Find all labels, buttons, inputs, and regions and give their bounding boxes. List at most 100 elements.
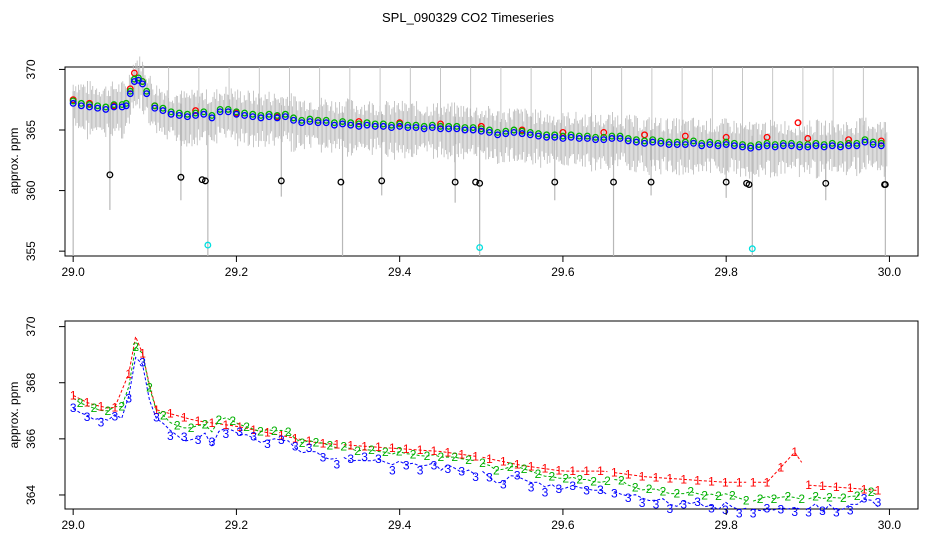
blue-point: [314, 119, 322, 127]
blue-point: [265, 113, 273, 121]
green-point: [216, 105, 224, 113]
blue-point: [747, 144, 755, 152]
blue-point: [143, 90, 151, 98]
red-point: [192, 107, 200, 115]
series-2-marker: 2: [660, 484, 667, 498]
series-3-marker: 3: [250, 430, 257, 444]
bottom-xtick-label: 29.6: [551, 518, 575, 532]
bottom-xtick-label: 29.4: [388, 518, 412, 532]
blue-point: [298, 119, 306, 127]
green-point: [812, 139, 820, 147]
green-point: [673, 138, 681, 146]
green-point: [534, 130, 542, 138]
green-point: [665, 138, 673, 146]
green-point: [208, 112, 216, 119]
red-point: [722, 133, 730, 141]
blue-point: [477, 127, 485, 135]
green-point: [122, 99, 130, 107]
series-2-marker: 2: [313, 435, 320, 449]
green-point: [853, 139, 861, 147]
blue-point: [812, 142, 820, 150]
series-3-marker: 3: [98, 415, 105, 429]
series-2-marker: 2: [840, 491, 847, 505]
series-3-marker: 3: [514, 468, 521, 482]
panel-top-frame: [64, 66, 919, 257]
series-3-marker: 3: [722, 503, 729, 517]
blue-point: [94, 104, 102, 112]
blue-point: [624, 137, 632, 145]
series-2-marker: 2: [521, 462, 528, 476]
series-3-line: [72, 356, 879, 514]
blue-point: [698, 142, 706, 150]
green-point: [477, 125, 485, 133]
blue-point: [281, 113, 289, 121]
blue-point: [510, 128, 518, 136]
green-point: [583, 132, 591, 140]
cyan-point: [748, 245, 756, 253]
green-point: [135, 74, 142, 82]
green-point: [224, 105, 232, 113]
blue-point: [771, 143, 779, 151]
series-1-marker: 1: [264, 426, 271, 440]
green-point: [641, 137, 649, 145]
series-3-marker: 3: [139, 356, 146, 370]
series-2-marker: 2: [479, 456, 486, 470]
top-ytick-label: 355: [24, 241, 38, 261]
green-point: [714, 139, 722, 147]
series-1-marker: 1: [694, 473, 701, 487]
blue-point: [363, 121, 371, 129]
black-point: [822, 179, 830, 187]
series-2-marker: 2: [590, 475, 597, 489]
green-point: [379, 120, 387, 128]
series-2-marker: 2: [410, 447, 417, 461]
green-point: [265, 110, 273, 118]
black-point: [745, 181, 753, 188]
blue-point: [861, 138, 869, 146]
series-1-marker: 1: [236, 420, 243, 434]
green-point: [779, 139, 787, 147]
blue-point: [739, 143, 746, 151]
blue-point: [110, 103, 118, 111]
blue-point: [804, 143, 812, 151]
series-1-marker: 1: [486, 452, 493, 466]
series-2-marker: 2: [354, 444, 361, 458]
series-3-marker: 3: [444, 462, 451, 476]
series-3-marker: 3: [861, 491, 868, 505]
green-point: [722, 138, 730, 146]
green-point: [739, 141, 746, 148]
green-point: [192, 109, 200, 117]
series-2-marker: 2: [382, 445, 389, 459]
series-3-marker: 3: [694, 495, 701, 509]
green-point: [877, 139, 885, 147]
black-point: [378, 177, 386, 185]
series-3-marker: 3: [778, 502, 785, 516]
black-point: [198, 176, 206, 184]
blue-point: [208, 114, 216, 122]
green-point: [526, 128, 534, 136]
blue-point: [869, 141, 877, 148]
series-3-marker: 3: [84, 410, 91, 424]
blue-point: [649, 138, 657, 146]
green-point: [330, 119, 338, 127]
black-point: [476, 179, 484, 187]
blue-point: [592, 136, 600, 144]
green-point: [371, 120, 379, 128]
green-point: [592, 133, 600, 141]
green-point: [681, 138, 689, 146]
series-1-marker: 1: [431, 444, 438, 458]
panel-bottom-ylabel: approx. ppm: [7, 382, 21, 449]
series-1-marker: 1: [625, 467, 632, 481]
blue-point: [730, 142, 738, 150]
top-ytick-label: 360: [24, 180, 38, 200]
blue-point: [877, 142, 885, 150]
green-point: [771, 141, 779, 148]
series-1-marker: 1: [472, 449, 479, 463]
series-1-marker: 1: [528, 460, 535, 474]
blue-point: [534, 132, 542, 140]
series-3-marker: 3: [639, 496, 646, 510]
series-2-marker: 2: [715, 489, 722, 503]
cyan-point: [204, 241, 212, 249]
bottom-xtick-label: 29.0: [61, 518, 85, 532]
series-2-marker: 2: [743, 493, 750, 507]
green-point: [837, 141, 844, 148]
